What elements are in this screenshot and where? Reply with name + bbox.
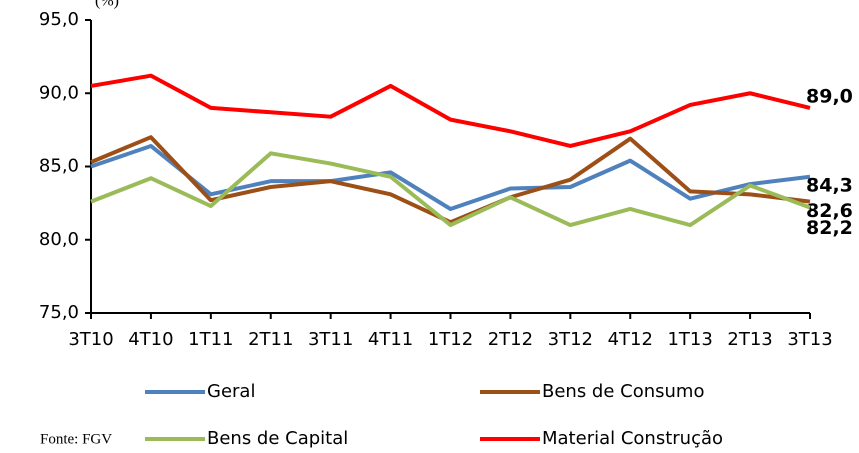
x-tick-label: 2T11 bbox=[248, 329, 293, 350]
series-line bbox=[90, 73, 811, 148]
legend-label: Bens de Capital bbox=[207, 428, 348, 449]
x-tick-label: 1T13 bbox=[667, 329, 712, 350]
x-tick-label: 3T11 bbox=[308, 329, 353, 350]
legend-label: Bens de Consumo bbox=[542, 381, 704, 402]
x-tick-label: 2T12 bbox=[488, 329, 533, 350]
source-note: Fonte: FGV bbox=[40, 431, 112, 447]
series-line bbox=[90, 135, 811, 225]
y-tick-label: 85,0 bbox=[39, 156, 79, 177]
x-tick-label: 4T11 bbox=[368, 329, 413, 350]
x-tick-label: 3T12 bbox=[548, 329, 593, 350]
legend-label: Geral bbox=[207, 381, 255, 402]
x-tick-label: 4T10 bbox=[128, 329, 173, 350]
x-tick-label: 1T12 bbox=[428, 329, 473, 350]
y-tick-label: 75,0 bbox=[39, 302, 79, 323]
series-line bbox=[90, 143, 811, 211]
y-tick-label: 90,0 bbox=[39, 82, 79, 103]
x-tick-label: 3T10 bbox=[68, 329, 113, 350]
value-label: 82,2 bbox=[806, 217, 853, 239]
y-tick-label: 80,0 bbox=[39, 229, 79, 250]
value-label: 84,3 bbox=[806, 174, 853, 196]
series-line bbox=[90, 151, 811, 228]
x-tick-label: 4T12 bbox=[608, 329, 653, 350]
x-tick-label: 2T13 bbox=[727, 329, 772, 350]
x-tick-label: 3T13 bbox=[787, 329, 832, 350]
legend-label: Material Construção bbox=[542, 428, 723, 449]
y-tick-label: 95,0 bbox=[39, 9, 79, 30]
value-label: 82,6 bbox=[806, 200, 853, 222]
y-axis-label: (%) bbox=[95, 0, 119, 10]
x-tick-label: 1T11 bbox=[188, 329, 233, 350]
value-label: 89,0 bbox=[806, 85, 853, 107]
